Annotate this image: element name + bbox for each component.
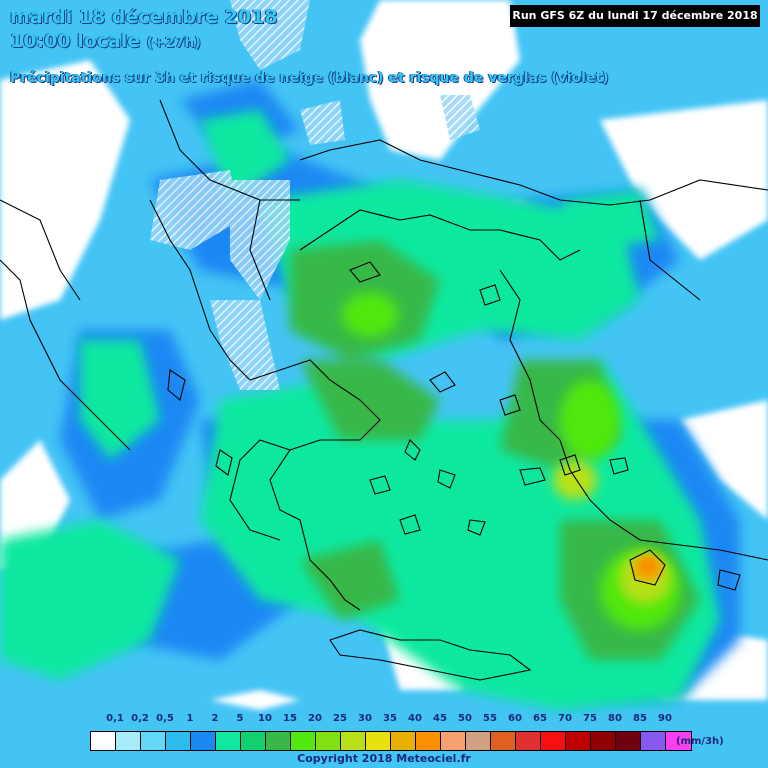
legend-tick-label: 50 [458, 713, 472, 724]
legend-tick-label: 60 [508, 713, 522, 724]
legend-unit: (mm/3h) [676, 736, 724, 747]
legend-tick-label: 25 [333, 713, 347, 724]
legend-tick-label: 5 [236, 713, 244, 724]
legend-swatch [141, 732, 166, 750]
map-description: Précipitations sur 3h et risque de neige… [10, 70, 609, 86]
legend-swatch [666, 732, 691, 750]
legend-tick-label: 35 [383, 713, 397, 724]
legend-tick-label: 55 [483, 713, 497, 724]
legend-swatch [91, 732, 116, 750]
legend-swatch [516, 732, 541, 750]
legend-swatch [291, 732, 316, 750]
legend-tick-label: 85 [633, 713, 647, 724]
run-info-box: Run GFS 6Z du lundi 17 décembre 2018 [510, 5, 760, 27]
legend-swatch [266, 732, 291, 750]
legend-tick-label: 45 [433, 713, 447, 724]
legend-swatch [191, 732, 216, 750]
legend-color-bar [90, 731, 692, 751]
legend-swatch [591, 732, 616, 750]
legend-swatch [416, 732, 441, 750]
legend-swatch [341, 732, 366, 750]
legend-swatch [541, 732, 566, 750]
legend-swatch [391, 732, 416, 750]
forecast-date: mardi 18 décembre 2018 [10, 6, 278, 28]
legend-tick-label: 0,1 [106, 713, 124, 724]
legend-tick-label: 65 [533, 713, 547, 724]
legend-tick-label: 80 [608, 713, 622, 724]
legend-swatch [566, 732, 591, 750]
legend-tick-label: 10 [258, 713, 272, 724]
legend-swatch [316, 732, 341, 750]
legend-tick-label: 0,2 [131, 713, 149, 724]
legend-tick-label: 15 [283, 713, 297, 724]
legend-swatch [216, 732, 241, 750]
legend-swatch [441, 732, 466, 750]
legend-tick-label: 2 [211, 713, 219, 724]
forecast-offset: (+27h) [146, 35, 201, 51]
coastlines [0, 99, 768, 681]
legend-tick-label: 1 [186, 713, 194, 724]
legend-swatch [241, 732, 266, 750]
legend-tick-label: 75 [583, 713, 597, 724]
legend-tick-label: 30 [358, 713, 372, 724]
heavy-precip-core [632, 554, 664, 582]
snow-risk-hatching [150, 0, 480, 390]
legend-swatch [491, 732, 516, 750]
legend-swatch [616, 732, 641, 750]
forecast-time-main: 10:00 locale [10, 30, 141, 52]
legend-tick-label: 40 [408, 713, 422, 724]
legend-swatch [466, 732, 491, 750]
legend-swatch [366, 732, 391, 750]
copyright-notice: Copyright 2018 Meteociel.fr [297, 752, 471, 765]
legend-swatch [641, 732, 666, 750]
legend-tick-label: 70 [558, 713, 572, 724]
legend-labels: 0,1 0,2 0,5 1 2 5 10 15 20 25 30 35 40 45 50 55 60 65 70 75… [0, 713, 768, 727]
legend-tick-label: 0,5 [156, 713, 174, 724]
legend-tick-label: 90 [658, 713, 672, 724]
legend-tick-label: 20 [308, 713, 322, 724]
forecast-time: 10:00 locale (+27h) [10, 30, 201, 52]
legend-swatch [166, 732, 191, 750]
legend-swatch [116, 732, 141, 750]
